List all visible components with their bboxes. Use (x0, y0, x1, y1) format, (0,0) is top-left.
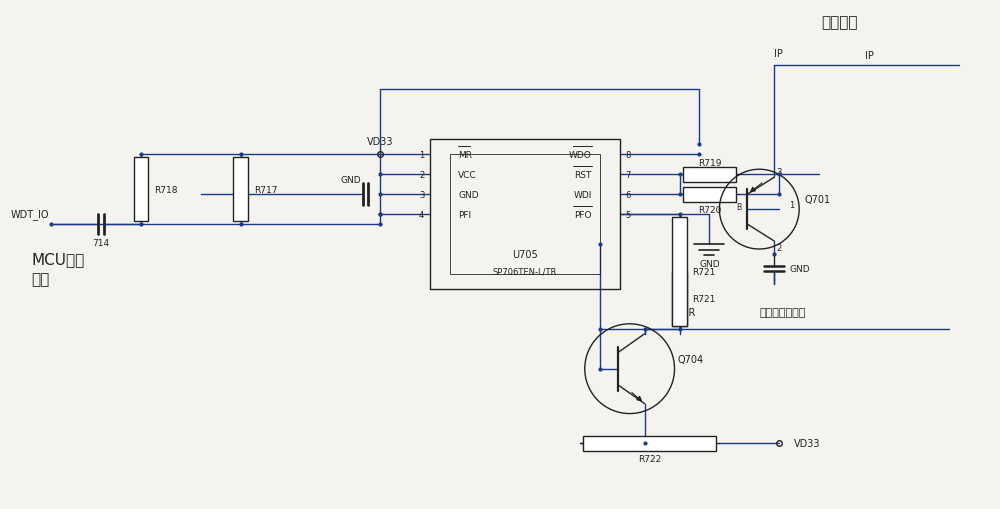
Text: R721: R721 (692, 295, 716, 304)
Text: PFI: PFI (458, 210, 471, 219)
Text: R718: R718 (154, 185, 177, 194)
Bar (672, 272, 687, 326)
Text: 7: 7 (626, 171, 631, 179)
Bar (683, 187, 736, 202)
Text: VCC: VCC (458, 171, 477, 179)
Text: MR: MR (458, 151, 472, 159)
Text: Q701: Q701 (804, 195, 830, 205)
Text: GND: GND (789, 265, 810, 274)
Text: 4: 4 (419, 210, 424, 219)
Text: 5: 5 (626, 210, 631, 219)
Bar (134, 158, 148, 221)
Text: 8: 8 (626, 151, 631, 159)
Text: PFO: PFO (574, 210, 592, 219)
Text: 6: 6 (626, 190, 631, 199)
Bar (430, 140, 620, 289)
Text: R719: R719 (698, 158, 721, 167)
Text: RST: RST (574, 171, 592, 179)
Text: 计数器清零信号: 计数器清零信号 (759, 307, 806, 317)
Text: 3: 3 (777, 167, 782, 177)
Text: 1: 1 (419, 151, 424, 159)
Text: B: B (736, 202, 741, 211)
Text: GND: GND (699, 260, 720, 269)
Text: U705: U705 (512, 249, 538, 260)
Text: 2: 2 (777, 243, 782, 252)
Text: 1: 1 (789, 200, 794, 209)
Text: 3: 3 (419, 190, 424, 199)
Text: R720: R720 (698, 205, 721, 214)
Text: R721: R721 (692, 267, 716, 276)
Text: 计数信号: 计数信号 (821, 16, 857, 31)
Text: WDT_IO: WDT_IO (11, 209, 49, 220)
Bar (583, 436, 716, 451)
Text: 信号: 信号 (31, 272, 50, 287)
Bar (450, 155, 600, 274)
Bar (233, 158, 248, 221)
Text: R722: R722 (638, 454, 661, 463)
Text: IP: IP (774, 48, 783, 59)
Text: SP706TEN-L/TR: SP706TEN-L/TR (493, 267, 557, 276)
Text: 714: 714 (93, 238, 110, 247)
Text: MR: MR (680, 307, 695, 317)
Text: R717: R717 (254, 185, 277, 194)
Bar (683, 167, 736, 182)
Text: VD33: VD33 (794, 439, 821, 448)
Text: 2: 2 (419, 171, 424, 179)
Text: Q704: Q704 (678, 354, 704, 364)
Text: WDI: WDI (573, 190, 592, 199)
Text: WDO: WDO (569, 151, 592, 159)
Bar (672, 218, 687, 326)
Text: IP: IP (865, 50, 873, 61)
Text: VD33: VD33 (367, 137, 394, 147)
Text: MCU喂狗: MCU喂狗 (31, 252, 85, 267)
Text: GND: GND (340, 176, 361, 184)
Text: GND: GND (458, 190, 479, 199)
